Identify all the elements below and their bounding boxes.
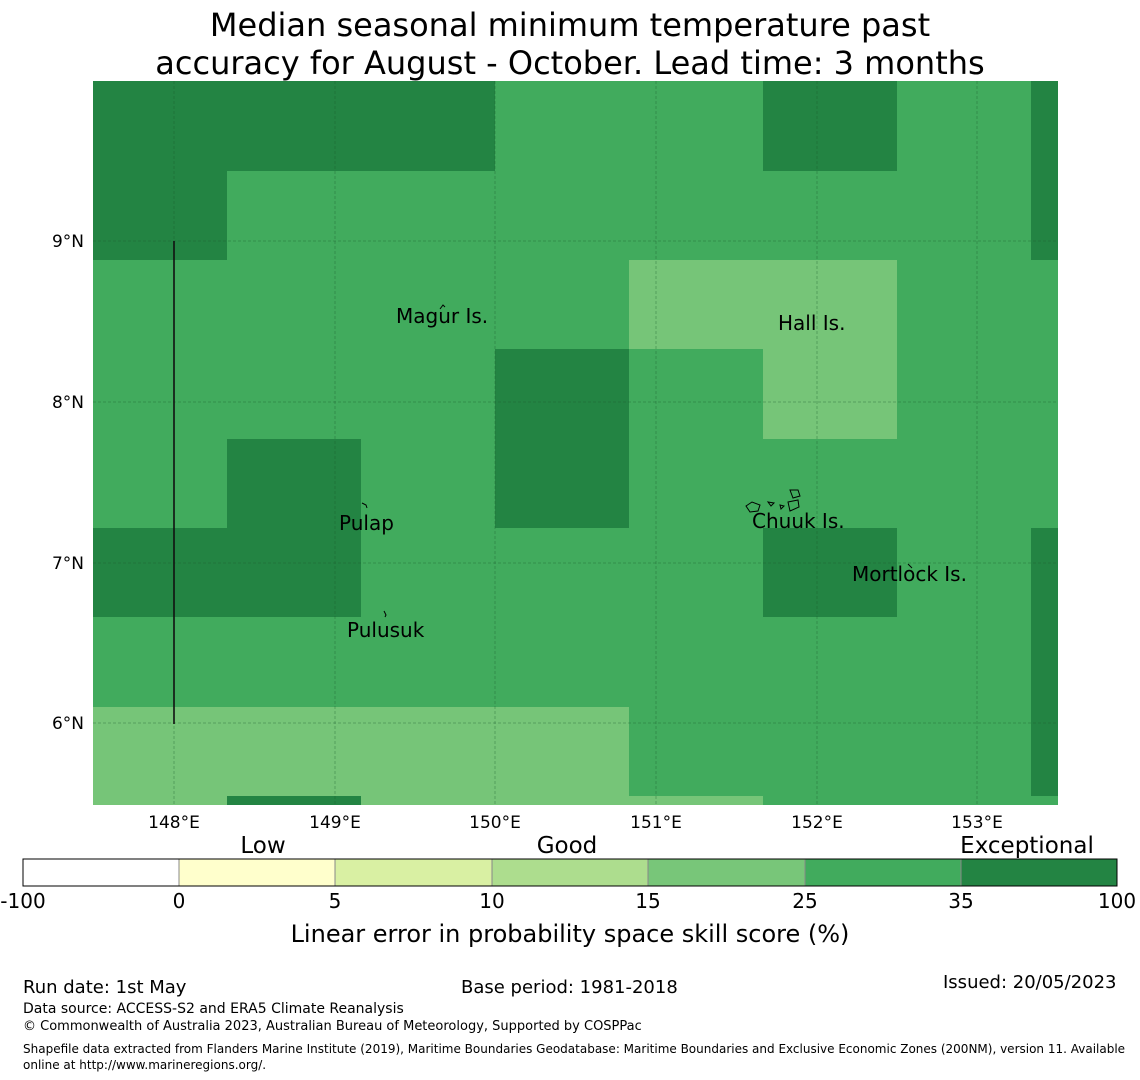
colorbar-tick: 25 bbox=[792, 889, 817, 913]
colorbar-tick: 0 bbox=[173, 889, 186, 913]
colorbar-segment bbox=[23, 859, 179, 886]
colorbar-segment bbox=[335, 859, 492, 886]
y-tick-label: 7°N bbox=[52, 554, 84, 574]
shapefile-credit-line-2: online at http://www.marineregions.org/. bbox=[23, 1058, 267, 1072]
skill-cell bbox=[93, 707, 629, 796]
skill-cell bbox=[361, 796, 629, 805]
run-date: Run date: 1st May bbox=[23, 977, 187, 998]
island-outline bbox=[439, 304, 446, 310]
shapefile-credit-line-1: Shapefile data extracted from Flanders M… bbox=[23, 1042, 1126, 1056]
y-tick-label: 8°N bbox=[52, 393, 84, 413]
colorbar-label: Linear error in probability space skill … bbox=[291, 920, 850, 948]
skill-cell bbox=[227, 439, 361, 617]
colorbar-segment bbox=[805, 859, 961, 886]
island-outline bbox=[383, 610, 387, 618]
title-line-2: accuracy for August - October. Lead time… bbox=[155, 44, 985, 82]
base-period: Base period: 1981-2018 bbox=[461, 977, 678, 998]
skill-cell bbox=[763, 81, 897, 171]
issued-date: Issued: 20/05/2023 bbox=[943, 972, 1117, 993]
exceptional-cells bbox=[93, 81, 1058, 805]
colorbar-segment bbox=[961, 859, 1117, 886]
island-outline bbox=[779, 504, 785, 510]
skill-cell bbox=[1031, 528, 1058, 796]
category-label-good: Good bbox=[537, 833, 598, 859]
very-good-cells bbox=[93, 260, 897, 805]
colorbar-tick: 15 bbox=[635, 889, 660, 913]
island-outline bbox=[787, 499, 800, 512]
skill-cell bbox=[93, 796, 227, 805]
x-tick-label: 148°E bbox=[148, 813, 200, 833]
place-label-pulusuk: Pulusuk bbox=[347, 618, 425, 642]
island-outline bbox=[789, 489, 801, 499]
island-outline bbox=[361, 502, 368, 509]
island-outline bbox=[907, 563, 913, 569]
category-label-low: Low bbox=[240, 833, 285, 859]
colorbar-categories: Low Good Exceptional bbox=[240, 833, 1093, 859]
colorbar-tick: 100 bbox=[1098, 889, 1136, 913]
place-label-mortlock: Mortlock Is. bbox=[852, 562, 967, 586]
place-label-magur: Magur Is. bbox=[396, 304, 488, 328]
data-source: Data source: ACCESS-S2 and ERA5 Climate … bbox=[23, 1001, 404, 1017]
colorbar-segment bbox=[492, 859, 648, 886]
x-tick-label: 153°E bbox=[951, 813, 1003, 833]
colorbar-tick: -100 bbox=[0, 889, 45, 913]
x-tick-label: 152°E bbox=[791, 813, 843, 833]
colorbar-tick: 5 bbox=[329, 889, 342, 913]
map-title: Median seasonal minimum temperature past… bbox=[0, 6, 1140, 82]
place-label-chuuk: Chuuk Is. bbox=[752, 509, 845, 533]
skill-cell bbox=[763, 349, 897, 439]
skill-cell bbox=[1031, 81, 1058, 260]
y-tick-label: 6°N bbox=[52, 714, 84, 734]
place-label-pulap: Pulap bbox=[339, 511, 394, 535]
colorbar-tick: 35 bbox=[948, 889, 973, 913]
island-outline bbox=[745, 501, 761, 513]
skill-cell bbox=[93, 528, 227, 617]
skill-cell bbox=[629, 796, 763, 805]
skill-cell bbox=[629, 260, 897, 349]
colorbar-tick: 10 bbox=[479, 889, 504, 913]
colorbar bbox=[22, 858, 1118, 887]
x-tick-labels: 148°E 149°E 150°E 151°E 152°E 153°E bbox=[148, 813, 1003, 833]
x-tick-label: 149°E bbox=[309, 813, 361, 833]
island-outline bbox=[766, 501, 776, 507]
skill-cell bbox=[93, 171, 227, 260]
colorbar-tick-labels: -100 0 5 10 15 25 35 100 bbox=[0, 889, 1136, 913]
place-labels: Magur Is. Hall Is. Pulap Chuuk Is. Mortl… bbox=[339, 304, 967, 642]
colorbar-segment bbox=[648, 859, 805, 886]
title-line-1: Median seasonal minimum temperature past bbox=[209, 6, 931, 44]
x-tick-label: 151°E bbox=[630, 813, 682, 833]
colorbar-frame bbox=[22, 858, 1118, 887]
skill-cell bbox=[763, 528, 897, 617]
x-tick-label: 150°E bbox=[469, 813, 521, 833]
y-tick-label: 9°N bbox=[52, 232, 84, 252]
y-tick-labels: 9°N 8°N 7°N 6°N bbox=[52, 232, 84, 734]
skill-cell bbox=[495, 349, 629, 528]
copyright: © Commonwealth of Australia 2023, Austra… bbox=[23, 1019, 642, 1034]
island-outlines bbox=[361, 304, 913, 618]
skill-cell bbox=[93, 81, 495, 171]
category-label-exceptional: Exceptional bbox=[960, 833, 1094, 859]
colorbar-segment bbox=[179, 859, 335, 886]
place-label-hall: Hall Is. bbox=[778, 311, 845, 335]
skill-cell bbox=[227, 796, 361, 805]
